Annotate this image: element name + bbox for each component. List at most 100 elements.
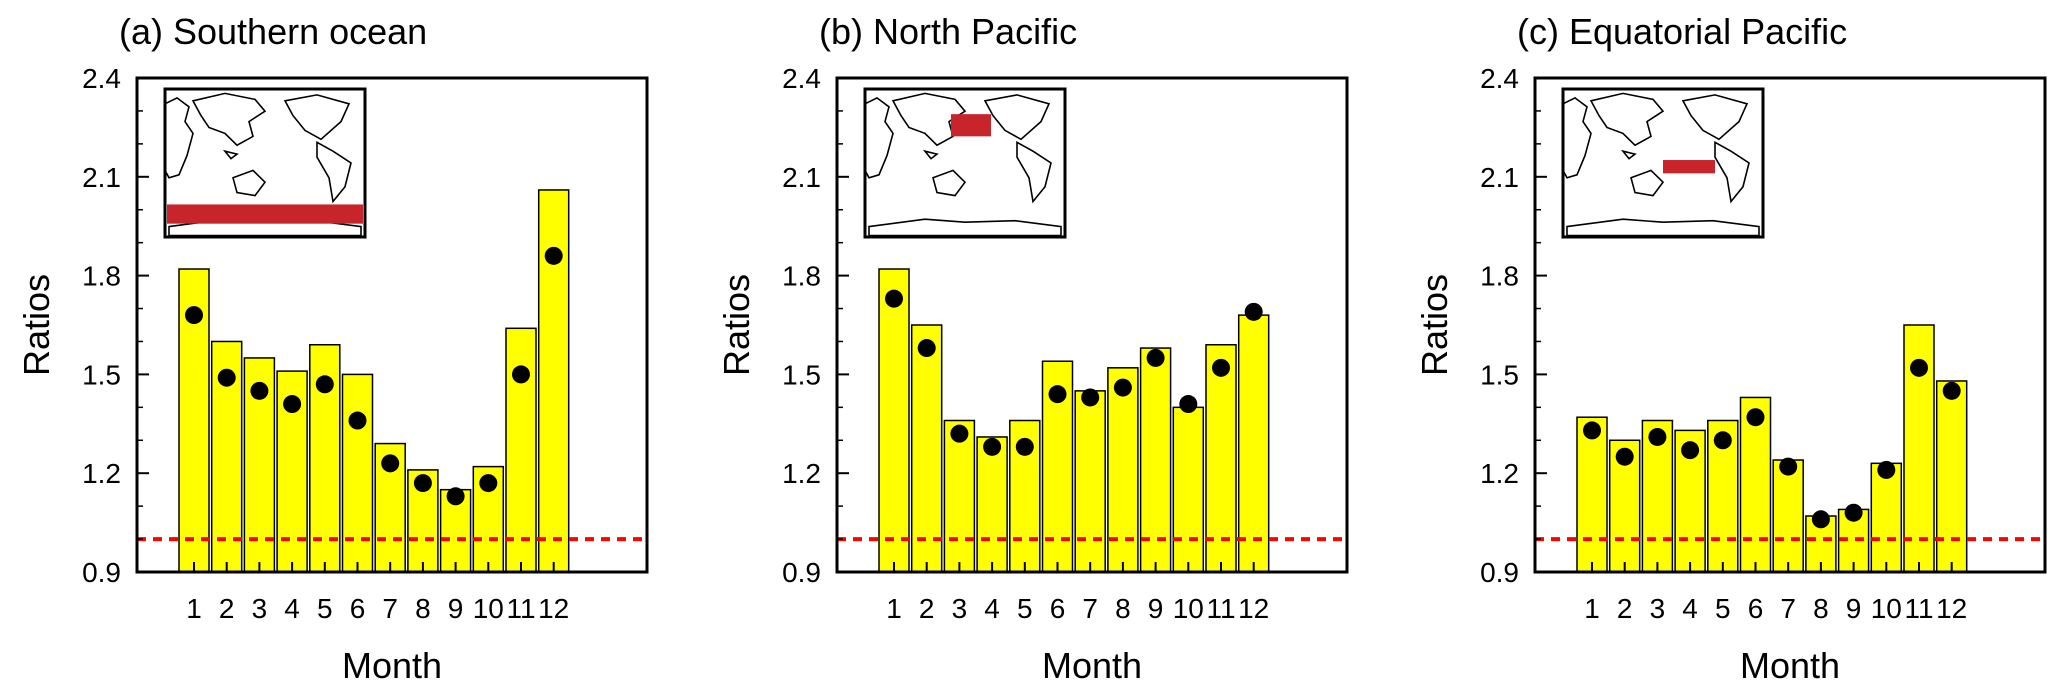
map-coastline: [932, 169, 967, 197]
dot-month-2: [217, 368, 236, 387]
x-tick-label: 7: [382, 593, 398, 624]
map-coastline: [864, 96, 894, 179]
x-tick-label: 3: [1650, 593, 1666, 624]
dot-month-4: [1681, 441, 1700, 460]
x-tick-label: 1: [1584, 593, 1600, 624]
x-tick-label: 4: [984, 593, 1000, 624]
x-tick-label: 1: [886, 593, 902, 624]
dot-month-10: [479, 474, 498, 493]
map-coastline: [1681, 94, 1749, 141]
x-tick-label: 8: [415, 593, 431, 624]
x-axis-label: Month: [1740, 645, 1840, 686]
inset-map: [1561, 87, 1765, 239]
y-tick-label: 1.2: [782, 458, 821, 489]
dot-month-12: [1244, 302, 1263, 321]
bar-month-1: [878, 268, 910, 573]
x-tick-label: 7: [1082, 593, 1098, 624]
bar-month-6: [341, 373, 374, 573]
y-axis-label: Ratios: [1414, 274, 1455, 376]
dot-month-3: [250, 381, 269, 400]
map-coastline: [1620, 149, 1637, 160]
x-tick-label: 3: [252, 593, 268, 624]
y-tick-label: 1.5: [1480, 359, 1519, 390]
map-coastline: [1566, 218, 1760, 237]
y-tick-label: 1.8: [82, 261, 121, 292]
x-tick-label: 11: [1904, 593, 1933, 624]
dot-month-9: [446, 487, 465, 506]
bar-month-1: [1576, 416, 1608, 573]
bar-month-10: [1172, 406, 1205, 573]
x-tick-label: 9: [448, 593, 464, 624]
x-tick-label: 8: [1813, 593, 1829, 624]
dot-month-4: [283, 395, 302, 414]
map-coastline: [922, 149, 939, 160]
x-tick-label: 10: [473, 593, 504, 624]
x-tick-label: 12: [1936, 593, 1967, 624]
y-tick-label: 2.1: [82, 162, 121, 193]
x-tick-label: 5: [1715, 593, 1731, 624]
x-tick-label: 11: [506, 593, 535, 624]
dot-month-5: [315, 375, 334, 394]
bar-month-12: [1237, 314, 1270, 573]
x-tick-label: 6: [1050, 593, 1066, 624]
dot-month-1: [885, 289, 903, 308]
map-coastline: [1630, 169, 1665, 197]
x-tick-label: 10: [1871, 593, 1902, 624]
y-axis-label: Ratios: [716, 274, 757, 376]
dot-month-4: [983, 437, 1002, 456]
x-tick-label: 4: [284, 593, 300, 624]
panel-title: (c) Equatorial Pacific: [1517, 11, 1847, 52]
x-tick-label: 11: [1206, 593, 1235, 624]
dot-month-5: [1713, 431, 1732, 450]
inset-region-highlight: [167, 204, 363, 224]
panel-title: (b) North Pacific: [819, 11, 1077, 52]
bar-month-7: [1772, 459, 1804, 573]
inset-map: [163, 87, 367, 239]
inset-region-highlight: [1663, 160, 1715, 174]
x-tick-label: 6: [1748, 593, 1764, 624]
dot-month-7: [1779, 457, 1798, 476]
map-coastline: [191, 92, 267, 147]
y-tick-label: 2.4: [1480, 63, 1519, 94]
map-coastline: [1714, 140, 1750, 204]
map-coastline: [868, 218, 1062, 237]
map-coastline: [891, 92, 967, 147]
dot-month-12: [1942, 381, 1961, 400]
bar-month-2: [910, 324, 943, 573]
dot-month-6: [1048, 385, 1067, 404]
dot-month-12: [544, 246, 563, 265]
map-coastline: [1562, 96, 1592, 179]
x-tick-label: 3: [952, 593, 968, 624]
bar-month-7: [1074, 390, 1106, 573]
panel-title: (a) Southern ocean: [119, 11, 427, 52]
dot-month-3: [1648, 427, 1667, 446]
map-coastline: [983, 94, 1051, 141]
y-tick-label: 2.1: [1480, 162, 1519, 193]
dot-month-7: [381, 454, 400, 473]
y-tick-label: 2.4: [782, 63, 821, 94]
y-tick-label: 0.9: [1480, 557, 1519, 588]
inset-map-frame: [863, 87, 1067, 239]
x-tick-label: 12: [1238, 593, 1269, 624]
y-tick-label: 1.8: [782, 261, 821, 292]
dot-month-11: [1212, 358, 1230, 377]
map-coastline: [283, 94, 351, 141]
dot-month-11: [1910, 358, 1928, 377]
dot-month-8: [1811, 510, 1830, 529]
panel-3: (c) Equatorial Pacific 0.9 1.2 1.5 1.8 2.1 2.4…: [1414, 11, 2047, 686]
dot-month-11: [512, 365, 530, 384]
x-tick-label: 5: [317, 593, 333, 624]
y-axis-label: Ratios: [16, 274, 57, 376]
y-tick-label: 1.2: [1480, 458, 1519, 489]
x-tick-label: 1: [186, 593, 202, 624]
inset-region-highlight: [951, 114, 991, 137]
dot-month-2: [1615, 447, 1634, 466]
map-coastline: [316, 140, 352, 204]
bar-month-10: [1870, 462, 1903, 573]
dot-month-1: [1583, 421, 1601, 440]
dot-month-10: [1877, 460, 1896, 479]
y-tick-label: 2.4: [82, 63, 121, 94]
y-tick-label: 0.9: [82, 557, 121, 588]
